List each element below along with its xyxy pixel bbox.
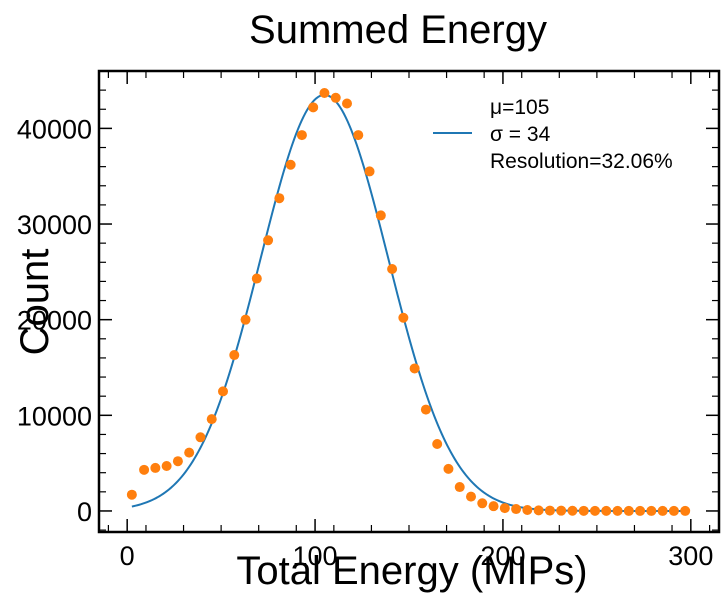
data-point — [635, 505, 646, 516]
data-point — [668, 505, 679, 516]
x-axis-label: Total Energy (MIPs) — [236, 549, 587, 593]
data-point — [240, 314, 251, 325]
x-tick-label: 200 — [480, 541, 525, 571]
data-point — [533, 505, 544, 516]
data-point — [680, 505, 691, 516]
y-tick-label: 0 — [77, 497, 92, 527]
data-point — [308, 102, 319, 113]
data-point — [126, 489, 137, 500]
data-point — [623, 505, 634, 516]
axes-layer: 0 100 200 300 0 10000 20000 30000 40000 — [17, 71, 719, 571]
data-point — [454, 482, 465, 493]
data-point — [522, 505, 533, 515]
data-point — [172, 456, 183, 467]
data-point — [420, 404, 431, 415]
data-point — [601, 505, 612, 516]
data-point — [567, 505, 578, 516]
data-point — [657, 505, 668, 516]
data-point — [590, 505, 600, 516]
data-point — [387, 263, 398, 274]
data-point — [319, 88, 330, 98]
data-point — [398, 312, 409, 323]
y-tick-label: 20000 — [17, 306, 92, 336]
data-point — [353, 130, 364, 141]
data-point — [161, 461, 172, 472]
data-point — [432, 439, 443, 450]
y-tick-label: 30000 — [17, 210, 92, 240]
y-axis-label: Count — [13, 249, 57, 356]
data-point — [488, 501, 499, 512]
data-points-layer — [126, 88, 691, 516]
data-point — [499, 503, 510, 514]
data-point — [206, 414, 217, 425]
legend-sigma-label: σ = 34 — [490, 123, 551, 146]
data-point — [477, 498, 488, 509]
data-point — [184, 447, 195, 458]
x-tick-label: 300 — [668, 541, 713, 571]
data-point — [612, 505, 623, 516]
data-point — [466, 491, 476, 502]
y-tick-label: 10000 — [17, 401, 92, 431]
data-point — [218, 386, 228, 397]
plot-frame — [97, 69, 721, 534]
data-point — [646, 505, 657, 516]
data-point — [150, 462, 161, 473]
chart-title: Summed Energy — [249, 8, 547, 52]
y-tick-label: 40000 — [17, 114, 92, 144]
x-tick-label: 0 — [120, 541, 135, 571]
x-tick-label: 100 — [293, 541, 338, 571]
data-point — [544, 505, 555, 516]
data-point — [556, 505, 567, 516]
data-point — [195, 432, 206, 443]
data-point — [229, 350, 240, 361]
data-point — [443, 463, 454, 474]
data-point — [409, 363, 420, 374]
legend: μ=105 σ = 34 Resolution=32.06% — [433, 96, 673, 173]
data-point — [375, 210, 386, 221]
data-point — [251, 273, 262, 284]
legend-mu-label: μ=105 — [490, 96, 549, 119]
data-point — [274, 193, 285, 204]
legend-resolution-label: Resolution=32.06% — [490, 150, 673, 173]
data-point — [364, 166, 375, 177]
data-point — [139, 464, 150, 475]
data-point — [296, 130, 307, 141]
data-point — [330, 92, 341, 103]
data-point — [285, 159, 296, 170]
data-point — [263, 235, 274, 246]
data-point — [511, 504, 522, 515]
data-point — [342, 98, 352, 109]
data-point — [578, 505, 589, 516]
